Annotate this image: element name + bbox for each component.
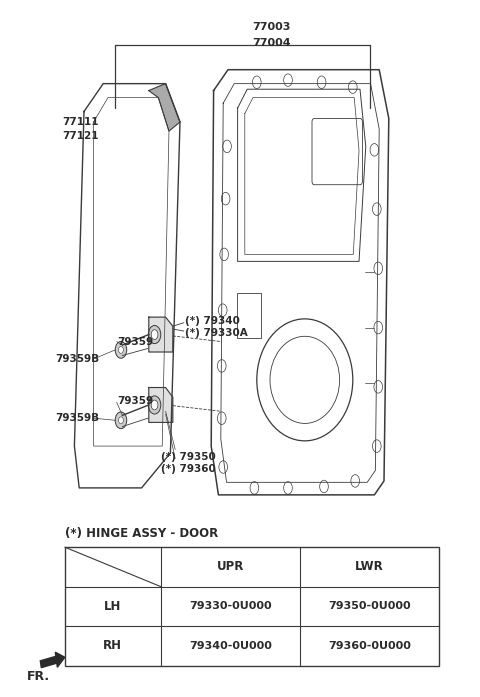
Text: (*) 79350: (*) 79350 [161, 452, 216, 461]
Text: (*) 79360: (*) 79360 [161, 464, 216, 474]
Text: 79359: 79359 [118, 396, 154, 406]
Text: 79359B: 79359B [55, 354, 99, 364]
Circle shape [151, 330, 158, 339]
Text: LH: LH [104, 600, 121, 613]
Text: 79330-0U000: 79330-0U000 [189, 602, 272, 611]
Text: RH: RH [103, 639, 122, 652]
Bar [237, 293, 261, 338]
Text: LWR: LWR [355, 560, 384, 574]
Text: 79359B: 79359B [55, 413, 99, 423]
Bar [65, 547, 439, 666]
Text: (*) 79330A: (*) 79330A [185, 328, 248, 338]
Circle shape [148, 325, 161, 344]
Circle shape [115, 342, 127, 358]
Text: 77121: 77121 [62, 131, 98, 141]
Text: FR.: FR. [26, 670, 49, 682]
Circle shape [148, 396, 161, 414]
Circle shape [119, 346, 123, 353]
Text: 77111: 77111 [62, 117, 98, 127]
Text: (*) 79340: (*) 79340 [185, 316, 240, 325]
FancyArrow shape [40, 652, 65, 668]
Circle shape [151, 400, 158, 410]
Text: 79359: 79359 [118, 337, 154, 346]
Text: (*) HINGE ASSY - DOOR: (*) HINGE ASSY - DOOR [65, 527, 218, 539]
Text: 77003: 77003 [252, 22, 290, 32]
Text: 77004: 77004 [252, 38, 290, 47]
Text: UPR: UPR [216, 560, 244, 574]
Text: 79340-0U000: 79340-0U000 [189, 641, 272, 651]
Text: 79360-0U000: 79360-0U000 [328, 641, 411, 651]
Polygon shape [149, 84, 180, 131]
Circle shape [115, 412, 127, 429]
Polygon shape [149, 388, 173, 422]
Text: 79350-0U000: 79350-0U000 [328, 602, 411, 611]
Circle shape [119, 417, 123, 424]
Polygon shape [149, 317, 173, 352]
